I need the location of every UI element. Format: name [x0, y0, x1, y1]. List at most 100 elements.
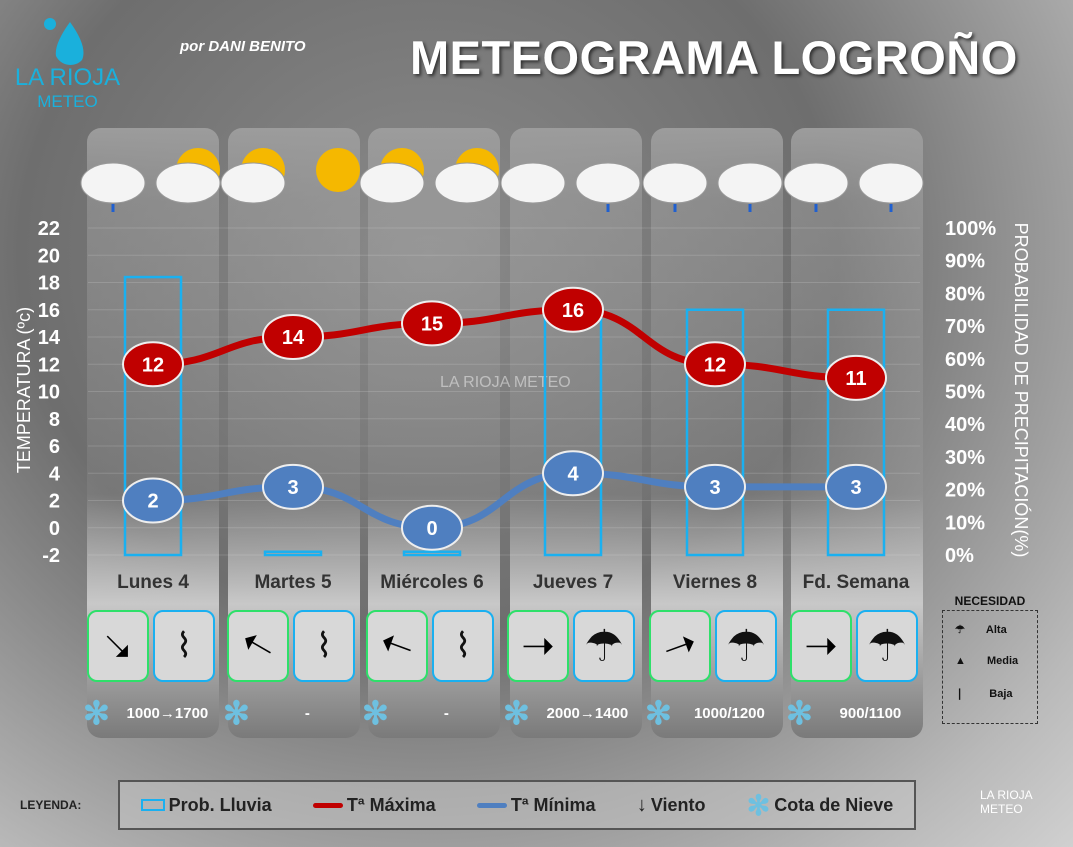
tmax-label: 15	[421, 313, 443, 335]
rain-probability-bar	[543, 308, 603, 557]
wind-box: ➝	[227, 610, 289, 682]
wind-box: ➝	[790, 610, 852, 682]
tmax-label: 11	[845, 368, 866, 390]
tmin-label: 3	[709, 477, 720, 499]
cloud-icon	[642, 162, 708, 204]
legend: Prob. Lluvia Tª Máxima Tª Mínima ↓ Viento…	[118, 780, 916, 830]
y-tick-label: 10	[38, 382, 60, 404]
y-tick-label: 8	[49, 409, 60, 431]
tmax-label: 12	[142, 354, 164, 376]
cloud-icon	[359, 162, 425, 204]
umbrella-box: ☂	[856, 610, 918, 682]
y-tick-label: 4	[49, 463, 61, 485]
logo-subtext: METEO	[37, 92, 98, 111]
y2-tick-label: 20%	[945, 480, 985, 502]
author: por DANI BENITO	[180, 38, 306, 55]
rain-probability-bar	[826, 308, 886, 557]
y2-tick-label: 80%	[945, 283, 985, 305]
tmin-label: 0	[426, 518, 437, 540]
tmax-marker	[401, 300, 463, 347]
tmax-marker	[825, 354, 887, 401]
tmax-label: 12	[704, 354, 726, 376]
day-label: Miércoles 6	[380, 572, 484, 593]
snow-level: ✻ -	[362, 695, 449, 731]
tmax-line	[152, 306, 857, 382]
y2-tick-label: 10%	[945, 512, 985, 534]
logo: LA RIOJA METEO	[10, 12, 125, 112]
y-tick-label: 22	[38, 218, 60, 240]
wind-box: ➝	[87, 610, 149, 682]
cloud-icon	[500, 162, 566, 204]
red-line-icon	[312, 802, 343, 808]
snowflake-gear-icon: ✻	[83, 695, 110, 731]
day-label: Jueves 7	[532, 572, 614, 593]
umbrella-box: ⌇	[432, 610, 494, 682]
cloud-icon	[80, 162, 146, 204]
tmin-marker	[542, 450, 604, 497]
snowflake-gear-icon: ✻	[223, 695, 250, 731]
umbrella-box: ☂	[573, 610, 635, 682]
legend-item-wind: ↓ Viento	[636, 793, 706, 816]
y2-tick-label: 70%	[945, 316, 985, 338]
umbrella-icon: ⌇	[315, 627, 333, 665]
y2-tick-label: 40%	[945, 414, 985, 436]
wind-box: ➝	[507, 610, 569, 682]
page-title: METEOGRAMA LOGROÑO	[410, 31, 1018, 84]
tmin-marker	[825, 463, 887, 510]
y2-tick-label: 90%	[945, 251, 985, 273]
wind-arrow-icon: ➝	[804, 624, 838, 668]
cloud-icon	[434, 162, 500, 204]
snowflake-gear-icon: ✻	[645, 695, 672, 731]
day-label: Fd. Semana	[802, 572, 910, 593]
y2-tick-label: 100%	[945, 218, 996, 240]
y2-tick-label: 0%	[945, 545, 974, 567]
tmax-marker	[122, 341, 184, 388]
y2-tick-label: 50%	[945, 382, 985, 404]
logo-text: LA RIOJA	[14, 64, 121, 91]
cloud-icon	[575, 162, 641, 204]
tmax-marker	[262, 314, 324, 360]
umbrella-box: ⌇	[153, 610, 215, 682]
wind-arrow-icon: ➝	[521, 624, 555, 668]
y-tick-label: 12	[38, 354, 60, 376]
y-tick-label: 16	[38, 300, 60, 322]
cloud-icon	[155, 162, 221, 204]
sun-icon	[316, 148, 360, 192]
tmin-marker	[262, 463, 324, 510]
umbrella-box: ⌇	[293, 610, 355, 682]
snow-level: ✻ 2000→1400	[503, 695, 629, 731]
tmin-marker	[122, 477, 184, 524]
y2-tick-label: 60%	[945, 349, 985, 371]
water-drop-icon	[44, 18, 84, 65]
rain-probability-bar	[123, 275, 183, 557]
y-tick-label: 2	[49, 491, 60, 513]
y-tick-label: -2	[42, 545, 60, 567]
cloud-icon	[717, 162, 783, 204]
y-tick-label: 20	[38, 245, 60, 267]
rain-probability-bar	[263, 550, 323, 557]
legend-item-tmin: Tª Mínima	[476, 795, 596, 816]
necesidad-alta: ☂ Alta	[955, 624, 1007, 636]
legend-item-rain: Prob. Lluvia	[140, 795, 272, 816]
rain-probability-bar	[402, 550, 462, 557]
tmax-label: 14	[282, 327, 305, 349]
wind-box: ➝	[366, 610, 428, 682]
tmin-label: 2	[147, 491, 158, 513]
cloud-icon	[783, 162, 849, 204]
legend-item-tmax: Tª Máxima	[312, 795, 436, 816]
tmin-label: 4	[567, 463, 579, 485]
necesidad-title: NECESIDAD	[954, 594, 1026, 608]
snow-level: ✻ 900/1100	[786, 695, 902, 731]
rain-probability-bar	[685, 308, 745, 557]
snow-level: ✻ 1000/1200	[645, 695, 765, 731]
legend-item-snow: ✻ Cota de Nieve	[746, 789, 894, 821]
umbrella-icon: ☂	[867, 621, 907, 671]
tmax-marker	[542, 286, 604, 333]
snowflake-gear-icon: ✻	[503, 695, 530, 731]
snowflake-gear-icon: ✻	[786, 695, 813, 731]
necesidad-baja: ❘ Baja	[955, 688, 1013, 700]
day-label: Martes 5	[254, 572, 332, 593]
y2-axis-label: PROBABILIDAD DE PRECIPITACIÓN(%)	[1011, 223, 1032, 558]
legend-title: LEYENDA:	[20, 798, 82, 812]
wind-arrow-icon: ↓	[636, 793, 647, 816]
